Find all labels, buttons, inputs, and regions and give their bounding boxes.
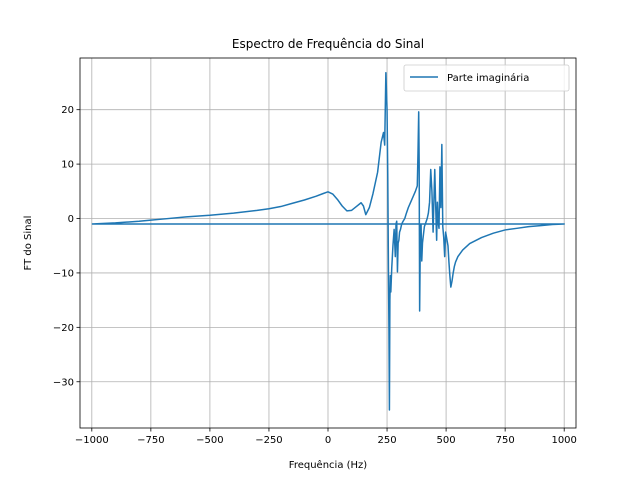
y-axis-label: FT do Sinal — [23, 216, 34, 271]
y-tick-label: −30 — [53, 377, 74, 388]
x-tick-label: 500 — [437, 435, 456, 446]
x-tick-label: −500 — [196, 435, 223, 446]
x-tick-label: −250 — [255, 435, 282, 446]
y-tick-label: 10 — [61, 160, 74, 171]
x-tick-label: −1000 — [75, 435, 109, 446]
chart-title: Espectro de Frequência do Sinal — [232, 37, 424, 51]
ticks: −1000 −750 −500 −250 0 250 500 750 1000 −30 −20 −10… — [53, 105, 577, 446]
x-tick-label: −750 — [137, 435, 164, 446]
y-tick-label: 20 — [61, 105, 74, 116]
x-axis-label: Frequência (Hz) — [289, 459, 367, 471]
y-tick-label: −20 — [53, 323, 74, 334]
legend-box — [403, 64, 570, 92]
grid — [80, 58, 576, 428]
x-tick-label: 250 — [378, 435, 397, 446]
legend: Parte imaginária — [403, 64, 570, 92]
y-tick-label: −10 — [53, 268, 74, 279]
y-tick-label: 0 — [68, 214, 74, 225]
series-line — [91, 71, 565, 411]
x-tick-label: 0 — [325, 435, 331, 446]
x-tick-label: 1000 — [551, 435, 576, 446]
legend-label: Parte imaginária — [447, 72, 529, 84]
series-layer — [91, 71, 565, 411]
x-tick-label: 750 — [496, 435, 515, 446]
plot-frame — [79, 57, 577, 429]
